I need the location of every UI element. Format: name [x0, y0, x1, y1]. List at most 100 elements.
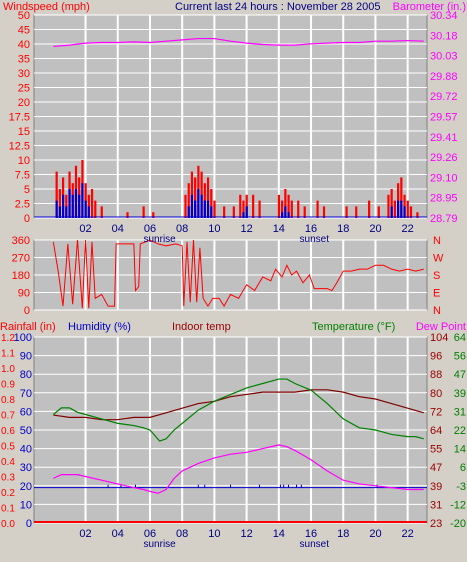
wind-gust-bar — [322, 206, 326, 218]
humidity-y-tick-label: 40 — [20, 444, 32, 456]
indoor-temp-y-tick-label: 96 — [430, 351, 442, 363]
wind-gust-bar — [194, 177, 197, 218]
wind-speed-bar — [287, 212, 290, 218]
dew-point-axis-title: Dew Point — [416, 321, 466, 333]
rainfall-y-tick-label: 0.7 — [1, 411, 15, 422]
wind-speed-bar — [197, 189, 200, 218]
wind-gust-bar — [400, 177, 403, 218]
wind-speed-bar — [74, 189, 78, 218]
barometer-line — [53, 37, 424, 48]
wind-gust-bar — [100, 206, 103, 218]
temp-x-tick-label: 20 — [369, 528, 381, 540]
wind-gust-bar — [416, 212, 419, 218]
rainfall-y-tick-label: 0.6 — [1, 426, 15, 437]
wind-direction-line — [52, 239, 424, 309]
wind-speed-bar — [210, 206, 213, 218]
wind-gust-bar — [223, 206, 226, 218]
direction-y-tick-label: 0 — [24, 305, 30, 317]
wind-speed-bar — [68, 189, 71, 218]
temp-sunrise-label: sunrise — [144, 539, 177, 550]
wind-sunrise-label: sunrise — [144, 234, 177, 245]
rainfall-y-tick-label: 1.1 — [1, 349, 15, 360]
compass-y-tick-label: N — [433, 235, 441, 247]
wind-y-tick-label: 12.5 — [9, 141, 30, 153]
wind-gust-bar — [303, 206, 306, 218]
indoor-temp-y-tick-label: 23 — [430, 518, 442, 530]
wind-gust-bar — [393, 200, 396, 218]
wind-speed-bar — [200, 194, 203, 218]
direction-y-tick-label: 90 — [18, 288, 30, 300]
humidity-y-tick-label: 10 — [20, 499, 32, 511]
temp-x-tick-label: 04 — [112, 528, 124, 540]
rainfall-y-tick-label: 0.2 — [1, 488, 15, 499]
wind-speed-bar — [390, 206, 393, 218]
temp-x-tick-label: 08 — [176, 528, 188, 540]
rainfall-y-tick-label: 0.5 — [1, 442, 15, 453]
humidity-y-tick-label: 60 — [20, 406, 32, 418]
wind-gust-bar — [252, 194, 255, 218]
wind-gust-bar — [206, 177, 210, 218]
humidity-y-tick-label: 100 — [14, 332, 32, 344]
wind-y-tick-label: 5 — [24, 184, 30, 196]
temperature-y-tick-label: 64 — [454, 332, 466, 344]
barometer-y-tick-label: 30.18 — [430, 30, 458, 42]
compass-y-tick-label: S — [433, 270, 440, 282]
temperature-y-tick-label: 6 — [460, 462, 466, 474]
humidity-y-tick-label: 50 — [20, 425, 32, 437]
temperature-y-tick-label: 14 — [454, 444, 466, 456]
wind-speed-bar — [187, 206, 190, 218]
temperature-y-tick-label: -20 — [450, 518, 466, 530]
wind-gust-bar — [58, 189, 61, 218]
barometer-y-tick-label: 29.88 — [430, 71, 458, 83]
temp-x-tick-label: 16 — [305, 528, 317, 540]
compass-y-tick-label: N — [433, 305, 441, 317]
wind-gust-bar — [387, 194, 390, 218]
rainfall-y-tick-label: 0.1 — [1, 504, 15, 515]
indoor-temp-y-tick-label: 47 — [430, 462, 442, 474]
chart-title: Current last 24 hours : November 28 2005 — [175, 1, 380, 13]
wind-y-tick-label: 2.5 — [15, 199, 30, 211]
barometer-y-tick-label: 29.57 — [430, 112, 458, 124]
rainfall-y-tick-label: 0.0 — [1, 519, 15, 530]
wind-x-tick-label: 04 — [112, 223, 124, 235]
wind-speed-bar — [55, 200, 58, 218]
indoor-temp-y-tick-label: 39 — [430, 481, 442, 493]
indoor-temp-line — [53, 389, 424, 421]
wind-y-tick-label: 20 — [18, 97, 30, 109]
wind-x-tick-label: 14 — [273, 223, 285, 235]
wind-gust-bar — [287, 194, 290, 218]
wind-speed-bar — [84, 200, 87, 218]
temp-x-tick-label: 18 — [337, 528, 349, 540]
humidity-y-tick-label: 30 — [20, 462, 32, 474]
humidity-y-tick-label: 0 — [26, 518, 32, 530]
wind-gust-bar — [297, 200, 300, 218]
humidity-y-tick-label: 90 — [20, 351, 32, 363]
wind-x-tick-label: 06 — [144, 223, 156, 235]
temp-x-tick-label: 10 — [208, 528, 220, 540]
rainfall-y-tick-label: 0.3 — [1, 473, 15, 484]
barometer-y-tick-label: 29.72 — [430, 91, 458, 103]
wind-y-tick-label: 40 — [18, 39, 30, 51]
wind-gust-bar — [152, 212, 155, 218]
temperature-line — [52, 378, 424, 442]
temperature-y-tick-label: 39 — [454, 388, 466, 400]
wind-gust-bar — [290, 200, 293, 218]
wind-gust-bar — [406, 200, 409, 218]
temperature-y-tick-label: -12 — [450, 499, 466, 511]
wind-gust-bar — [213, 200, 216, 218]
wind-gust-bar — [55, 171, 58, 218]
wind-speed-bar — [397, 200, 400, 218]
wind-gust-bar — [355, 206, 358, 218]
temp-x-tick-label: 12 — [240, 528, 252, 540]
wind-speed-bar — [203, 200, 206, 218]
indoor-temp-y-tick-label: 31 — [430, 499, 442, 511]
rainfall-y-tick-label: 0.8 — [1, 395, 15, 406]
temp-x-tick-label: 02 — [79, 528, 91, 540]
wind-speed-bar — [78, 194, 81, 218]
wind-speed-bar — [245, 206, 248, 218]
wind-x-tick-label: 08 — [176, 223, 188, 235]
humidity-line — [53, 444, 424, 494]
rainfall-y-tick-label: 0.9 — [1, 380, 15, 391]
wind-speed-bar — [190, 194, 194, 218]
